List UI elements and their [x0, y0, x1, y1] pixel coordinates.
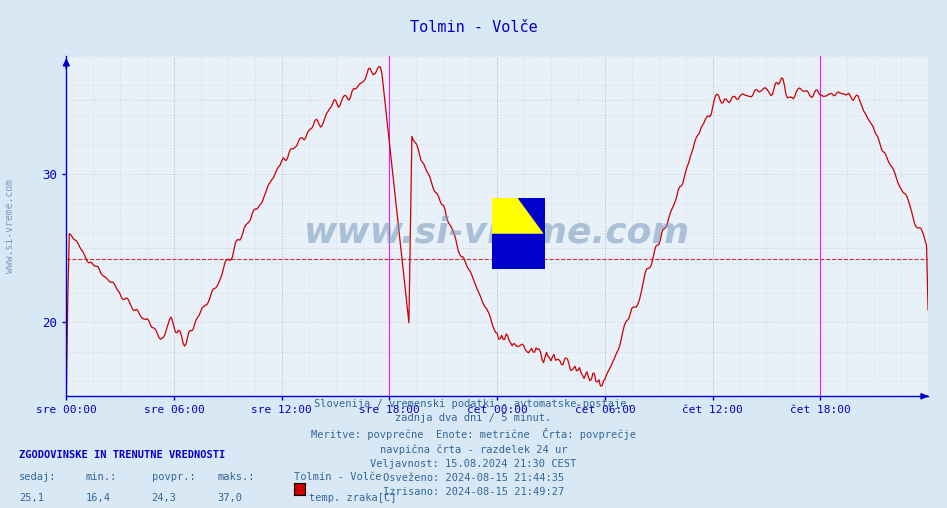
Text: povpr.:: povpr.: — [152, 472, 195, 483]
Text: www.si-vreme.com: www.si-vreme.com — [304, 216, 690, 250]
Text: 37,0: 37,0 — [218, 493, 242, 503]
Text: Slovenija / vremenski podatki - avtomatske postaje.
zadnja dva dni / 5 minut.
Me: Slovenija / vremenski podatki - avtomats… — [311, 399, 636, 496]
Text: Tolmin - Volče: Tolmin - Volče — [294, 472, 381, 483]
Text: ZGODOVINSKE IN TRENUTNE VREDNOSTI: ZGODOVINSKE IN TRENUTNE VREDNOSTI — [19, 450, 225, 460]
Polygon shape — [492, 198, 545, 234]
Polygon shape — [492, 198, 545, 269]
Polygon shape — [492, 234, 545, 269]
Text: 25,1: 25,1 — [19, 493, 44, 503]
Text: 24,3: 24,3 — [152, 493, 176, 503]
Text: www.si-vreme.com: www.si-vreme.com — [6, 179, 15, 273]
Text: sedaj:: sedaj: — [19, 472, 57, 483]
Text: 16,4: 16,4 — [85, 493, 110, 503]
Text: Tolmin - Volče: Tolmin - Volče — [410, 20, 537, 36]
Text: temp. zraka[C]: temp. zraka[C] — [309, 493, 396, 503]
Text: min.:: min.: — [85, 472, 116, 483]
Polygon shape — [492, 234, 545, 269]
Text: maks.:: maks.: — [218, 472, 256, 483]
